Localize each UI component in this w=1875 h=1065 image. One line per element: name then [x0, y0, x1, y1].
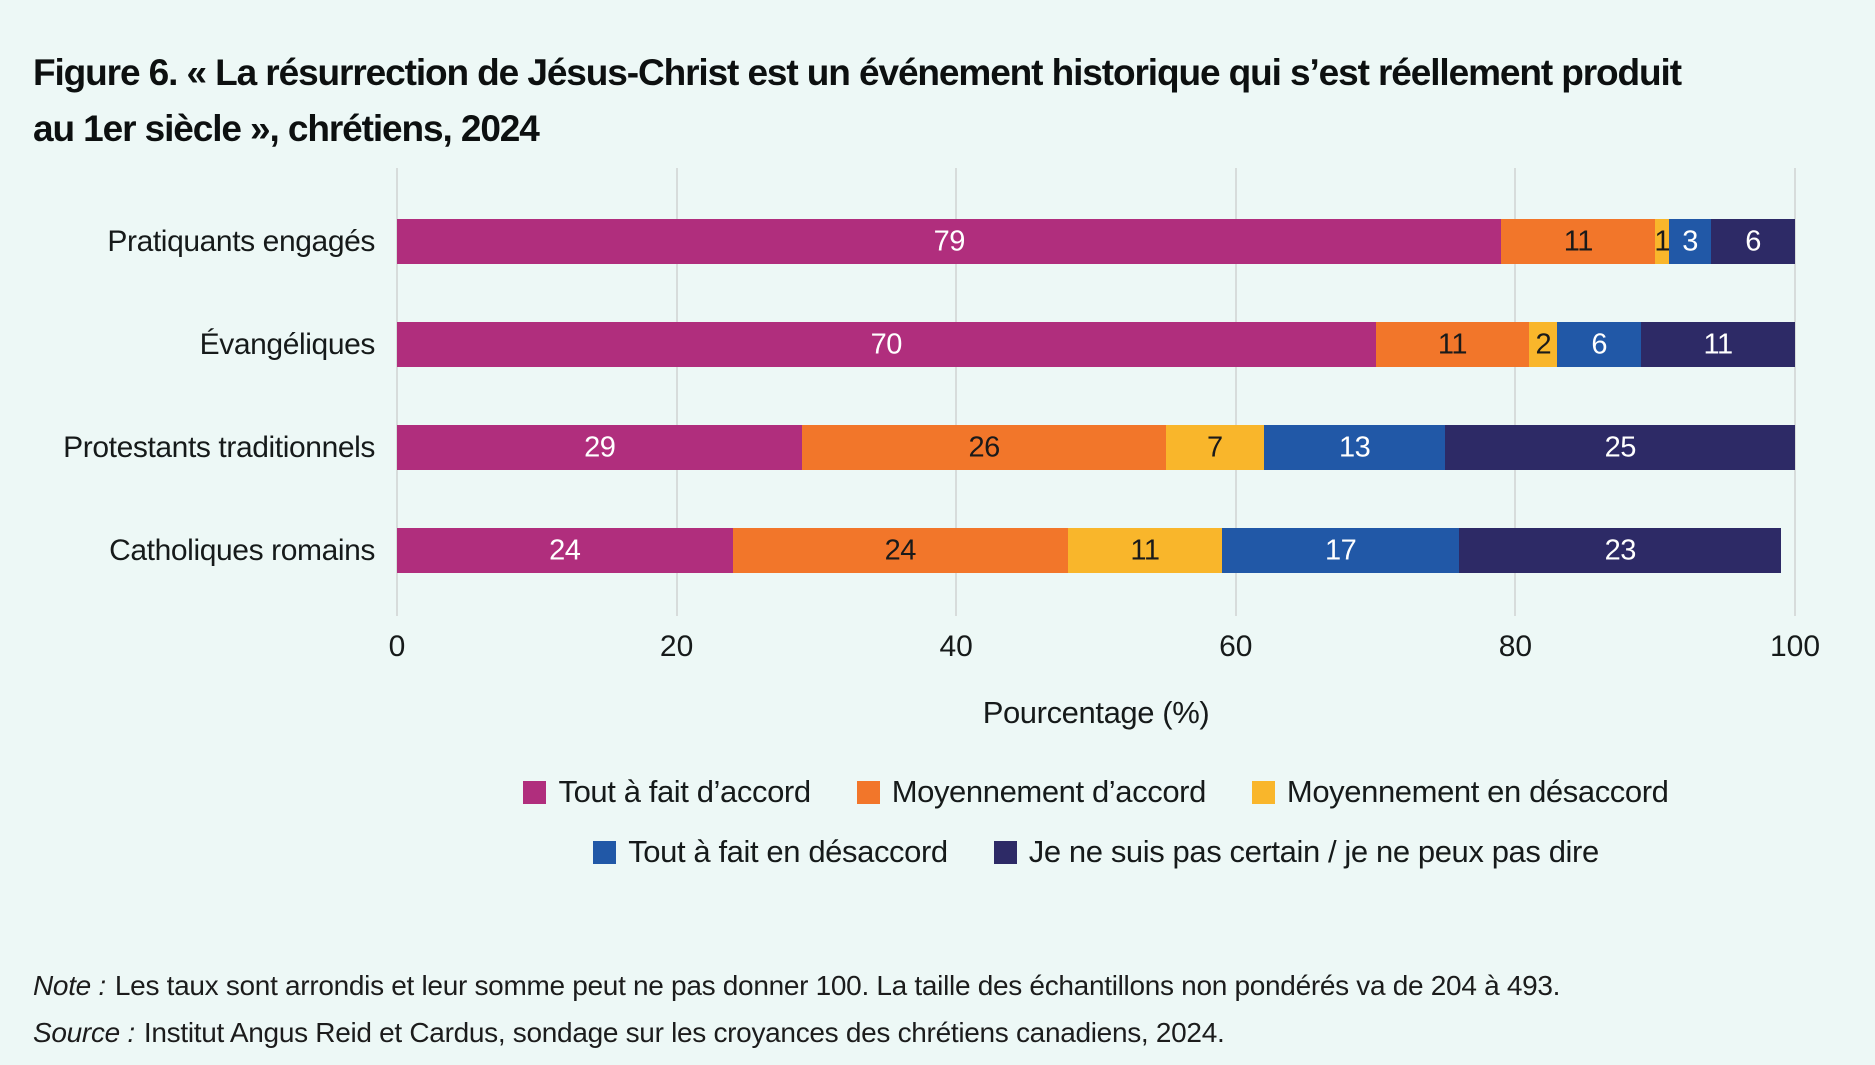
bar-value-label: 79	[933, 225, 966, 257]
bar-row: Évangéliques 70 11 2 6 11	[15, 293, 1795, 396]
source-line: Source : Institut Angus Reid et Cardus, s…	[33, 1017, 1833, 1049]
legend-swatch	[1251, 780, 1275, 804]
bar-segment: 13	[1263, 425, 1446, 470]
bar-segment: 2	[1529, 322, 1558, 367]
bar-segment: 25	[1445, 425, 1795, 470]
figure-title-line-2: au 1er siècle », chrétiens, 2024	[33, 108, 540, 150]
bar-value-label: 17	[1324, 534, 1357, 566]
bar-value-label: 11	[1703, 328, 1734, 360]
bar-segment: 11	[1068, 528, 1222, 573]
bar-segment: 11	[1375, 322, 1530, 367]
bar-segment: 6	[1557, 322, 1642, 367]
legend-label: Je ne suis pas certain / je ne peux pas …	[1028, 834, 1599, 869]
bar-segment: 79	[397, 219, 1502, 264]
legend-item: Moyennement d’accord	[856, 774, 1207, 810]
legend-label: Moyennement d’accord	[891, 774, 1207, 809]
bar-value-label: 24	[884, 534, 917, 566]
bar-value-label: 7	[1206, 431, 1223, 463]
bar-value-label: 24	[549, 534, 581, 566]
bar-track: 70 11 2 6 11	[397, 322, 1795, 367]
legend-row: Tout à fait en désaccord Je ne suis pas c…	[593, 822, 1599, 882]
bar-value-label: 11	[1130, 534, 1160, 566]
category-label: Catholiques romains	[109, 533, 375, 567]
bar-value-label: 70	[870, 328, 903, 360]
legend-swatch	[523, 780, 547, 804]
source-label: Source :	[33, 1017, 135, 1048]
x-axis-tick-label: 20	[659, 630, 694, 663]
bar-segment: 11	[1501, 219, 1656, 264]
bar-segment: 26	[802, 425, 1166, 470]
bar-segment: 24	[732, 528, 1069, 573]
x-axis-tick-labels: 0 20 40 60 80 100	[389, 630, 1820, 674]
bar-value-label: 26	[968, 431, 1001, 463]
legend-label: Tout à fait d’accord	[558, 774, 811, 809]
note-label: Note :	[33, 970, 106, 1001]
legend-swatch	[593, 840, 617, 864]
legend-item: Moyennement en désaccord	[1251, 774, 1669, 810]
bar-value-label: 29	[584, 431, 616, 463]
legend-row: Tout à fait d’accord Moyennement d’accord…	[523, 762, 1669, 822]
bar-row: Pratiquants engagés 79 11 1 3 6	[15, 190, 1795, 293]
gridline	[1514, 168, 1517, 616]
bar-segment: 7	[1165, 425, 1264, 470]
bar-value-label: 2	[1535, 328, 1552, 360]
bar-segment: 29	[397, 425, 803, 470]
legend-item: Tout à fait en désaccord	[593, 834, 948, 870]
bar-segment: 6	[1711, 219, 1795, 264]
legend-label: Moyennement en désaccord	[1286, 774, 1669, 809]
bar-segment: 17	[1221, 528, 1460, 573]
category-label: Évangéliques	[199, 327, 376, 361]
gridline	[955, 168, 958, 616]
legend-label: Tout à fait en désaccord	[628, 834, 948, 869]
x-axis-tick-label: 60	[1219, 630, 1253, 663]
gridline	[1234, 168, 1237, 616]
gridlines-layer	[396, 168, 1796, 616]
bar-segment: 3	[1669, 219, 1712, 264]
bar-value-label: 1	[1654, 225, 1670, 257]
gridline	[1794, 168, 1796, 616]
category-label: Protestants traditionnels	[63, 430, 375, 464]
figure-title-line-1: Figure 6. « La résurrection de Jésus-Chr…	[33, 51, 1682, 93]
x-axis-title: Pourcentage (%)	[982, 695, 1210, 730]
stacked-bar-chart: Pratiquants engagés 79 11 1 3 6 Évangéliques 70…	[15, 168, 1820, 738]
legend-item: Je ne suis pas certain / je ne peux pas …	[993, 834, 1599, 870]
gridline	[675, 168, 678, 616]
x-axis-tick-label: 0	[388, 630, 406, 663]
bar-value-label: 11	[1437, 328, 1468, 360]
x-axis-tick-label: 100	[1769, 630, 1821, 663]
bar-row: Catholiques romains 24 24 11 17 23	[15, 499, 1795, 602]
bar-value-label: 13	[1338, 431, 1371, 463]
chart-legend: Tout à fait d’accord Moyennement d’accord…	[397, 762, 1795, 882]
legend-item: Tout à fait d’accord	[523, 774, 811, 810]
bar-value-label: 3	[1682, 225, 1698, 257]
bar-segment: 23	[1459, 528, 1781, 573]
bar-segment: 70	[397, 322, 1376, 367]
note-line: Note : Les taux sont arrondis et leur som…	[33, 970, 1833, 1002]
bar-value-label: 25	[1604, 431, 1637, 463]
figure-title: Figure 6. « La résurrection de Jésus-Chr…	[33, 45, 1845, 157]
bar-value-label: 23	[1604, 534, 1637, 566]
legend-swatch	[993, 840, 1017, 864]
bar-segment: 11	[1641, 322, 1795, 367]
x-axis-tick-label: 40	[939, 630, 973, 663]
bar-track: 79 11 1 3 6	[397, 219, 1795, 264]
source-text: Institut Angus Reid et Cardus, sondage s…	[143, 1017, 1225, 1048]
bar-value-label: 11	[1563, 225, 1594, 257]
x-axis-tick-label: 80	[1498, 630, 1533, 663]
bar-value-label: 6	[1745, 225, 1761, 257]
legend-swatch	[856, 780, 880, 804]
bar-value-label: 6	[1591, 328, 1608, 360]
category-label: Pratiquants engagés	[107, 224, 375, 258]
gridline	[396, 168, 398, 616]
note-text: Les taux sont arrondis et leur somme peu…	[114, 970, 1561, 1001]
bar-rows: Pratiquants engagés 79 11 1 3 6 Évangéliques 70…	[15, 190, 1795, 602]
bar-segment: 24	[397, 528, 733, 573]
bar-track: 24 24 11 17 23	[397, 528, 1795, 573]
bar-track: 29 26 7 13 25	[397, 425, 1795, 470]
bar-row: Protestants traditionnels 29 26 7 13 25	[15, 396, 1795, 499]
bar-segment: 1	[1654, 219, 1670, 264]
